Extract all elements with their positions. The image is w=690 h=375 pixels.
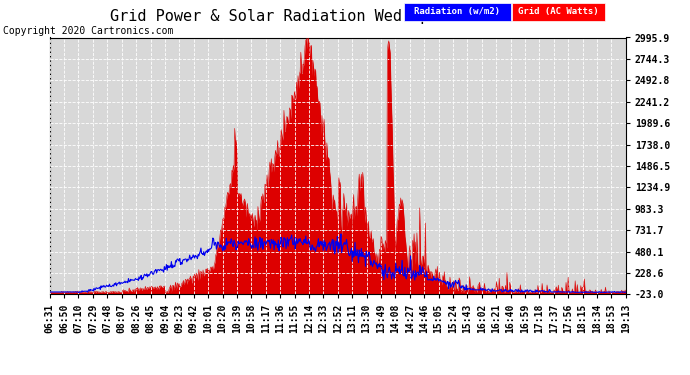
Text: Copyright 2020 Cartronics.com: Copyright 2020 Cartronics.com xyxy=(3,26,174,36)
Text: Grid Power & Solar Radiation Wed Apr 8 19:27: Grid Power & Solar Radiation Wed Apr 8 1… xyxy=(110,9,511,24)
Text: Radiation (w/m2): Radiation (w/m2) xyxy=(414,7,500,16)
Text: Grid (AC Watts): Grid (AC Watts) xyxy=(518,7,599,16)
